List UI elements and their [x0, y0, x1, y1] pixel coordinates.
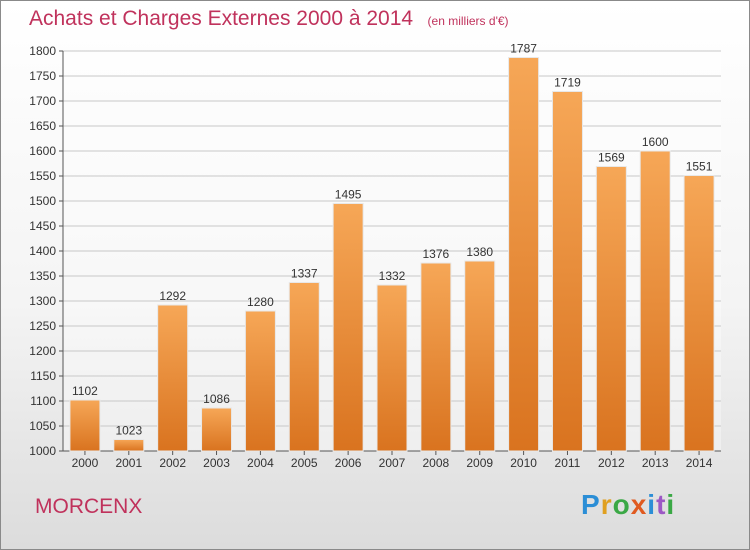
- x-tick-label: 2010: [510, 456, 537, 470]
- y-tick-label: 1250: [29, 319, 56, 333]
- x-tick-label: 2002: [159, 456, 186, 470]
- bar-value-label: 1600: [642, 135, 669, 149]
- logo-letter: i: [666, 489, 676, 520]
- logo-letter: P: [581, 489, 601, 520]
- logo-letter: x: [630, 489, 648, 520]
- y-tick-label: 1550: [29, 169, 56, 183]
- y-tick-label: 1150: [30, 369, 56, 383]
- x-tick-label: 2003: [203, 456, 230, 470]
- y-tick-label: 1650: [29, 119, 56, 133]
- bar: [157, 304, 189, 452]
- bar-value-label: 1569: [598, 151, 625, 165]
- x-tick-label: 2001: [115, 456, 142, 470]
- bar: [113, 439, 145, 452]
- logo-letter: o: [612, 489, 631, 520]
- x-tick-label: 2004: [247, 456, 274, 470]
- x-tick-label: 2005: [291, 456, 318, 470]
- bar-value-label: 1495: [335, 188, 362, 202]
- bar: [376, 284, 408, 452]
- chart-title-main: Achats et Charges Externes 2000 à 2014: [29, 7, 414, 30]
- y-tick-label: 1000: [29, 444, 56, 458]
- proxiti-logo: Proxiti: [581, 489, 675, 521]
- bar-value-label: 1023: [115, 424, 142, 438]
- x-tick-label: 2011: [555, 456, 581, 470]
- bar-value-label: 1551: [686, 160, 713, 174]
- bar: [420, 262, 452, 452]
- logo-letter: i: [647, 489, 657, 520]
- x-tick-label: 2009: [466, 456, 493, 470]
- bar: [508, 57, 540, 452]
- bar: [595, 166, 627, 452]
- y-tick-label: 1500: [29, 194, 56, 208]
- bar-value-label: 1376: [423, 247, 450, 261]
- y-tick-label: 1350: [29, 269, 56, 283]
- x-tick-label: 2013: [642, 456, 669, 470]
- bar-value-label: 1380: [466, 245, 493, 259]
- bar: [551, 91, 583, 452]
- x-tick-label: 2012: [598, 456, 625, 470]
- bar-value-label: 1102: [72, 384, 98, 398]
- y-tick-label: 1700: [29, 94, 56, 108]
- bar: [639, 150, 671, 452]
- bar-value-label: 1719: [554, 76, 581, 90]
- bar: [244, 310, 276, 452]
- y-tick-label: 1800: [29, 44, 56, 58]
- x-tick-label: 2014: [686, 456, 713, 470]
- y-tick-label: 1100: [30, 394, 56, 408]
- chart-title: Achats et Charges Externes 2000 à 2014 (…: [29, 7, 509, 31]
- bar: [683, 175, 715, 452]
- y-tick-label: 1300: [29, 294, 56, 308]
- x-tick-label: 2006: [335, 456, 362, 470]
- bar: [69, 399, 101, 452]
- bar: [288, 282, 320, 452]
- bar-value-label: 1292: [159, 289, 186, 303]
- logo-letter: t: [656, 489, 667, 520]
- x-tick-label: 2008: [423, 456, 450, 470]
- y-tick-label: 1050: [29, 419, 56, 433]
- y-tick-label: 1450: [29, 219, 56, 233]
- logo-letter: r: [600, 489, 613, 520]
- bar-value-label: 1280: [247, 295, 274, 309]
- bar-value-label: 1787: [510, 42, 537, 56]
- bar: [201, 407, 233, 452]
- bar-value-label: 1337: [291, 267, 318, 281]
- bar: [464, 260, 496, 452]
- y-tick-label: 1750: [29, 69, 56, 83]
- bar-value-label: 1332: [379, 269, 406, 283]
- y-tick-label: 1200: [29, 344, 56, 358]
- y-tick-label: 1400: [29, 244, 56, 258]
- bar: [332, 203, 364, 452]
- commune-name: MORCENX: [35, 495, 143, 518]
- bar-value-label: 1086: [203, 392, 230, 406]
- chart-title-unit: (en milliers d'€): [427, 14, 509, 28]
- y-tick-label: 1600: [29, 144, 56, 158]
- x-tick-label: 2000: [72, 456, 99, 470]
- x-tick-label: 2007: [379, 456, 406, 470]
